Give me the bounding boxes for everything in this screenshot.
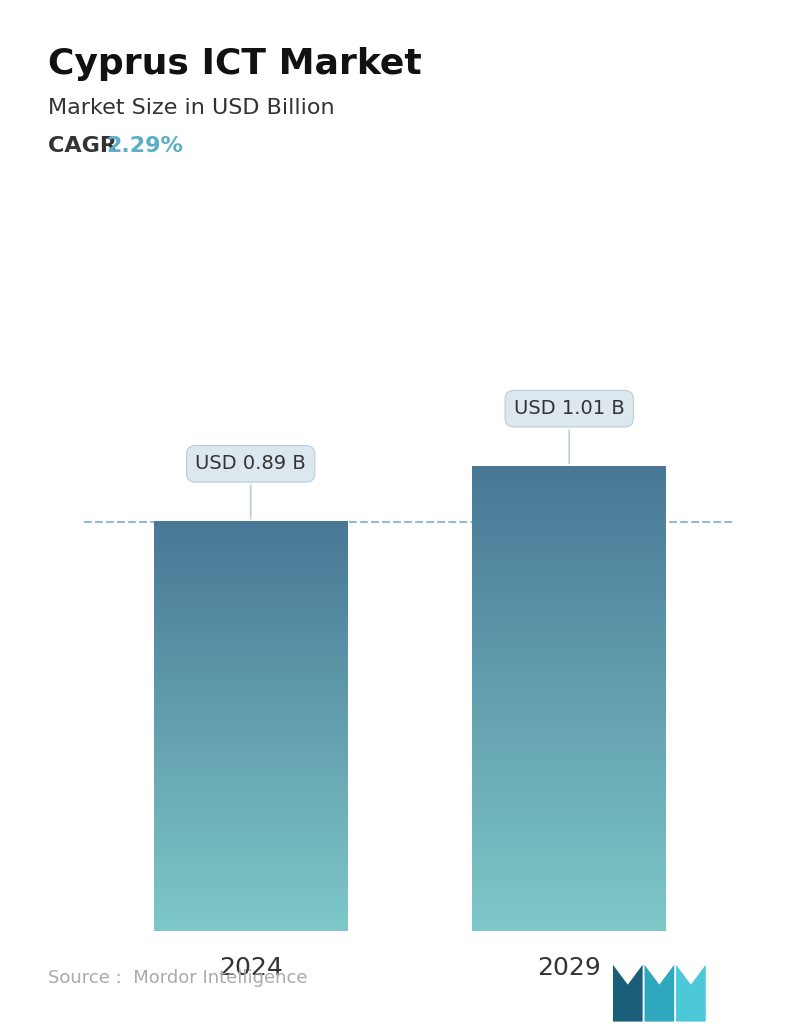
Text: Market Size in USD Billion: Market Size in USD Billion [48, 98, 334, 118]
Text: CAGR: CAGR [48, 136, 124, 156]
Text: USD 0.89 B: USD 0.89 B [195, 454, 306, 519]
Text: Cyprus ICT Market: Cyprus ICT Market [48, 47, 422, 81]
Text: Source :  Mordor Intelligence: Source : Mordor Intelligence [48, 970, 307, 987]
Text: USD 1.01 B: USD 1.01 B [514, 399, 625, 463]
Text: 2.29%: 2.29% [106, 136, 183, 156]
